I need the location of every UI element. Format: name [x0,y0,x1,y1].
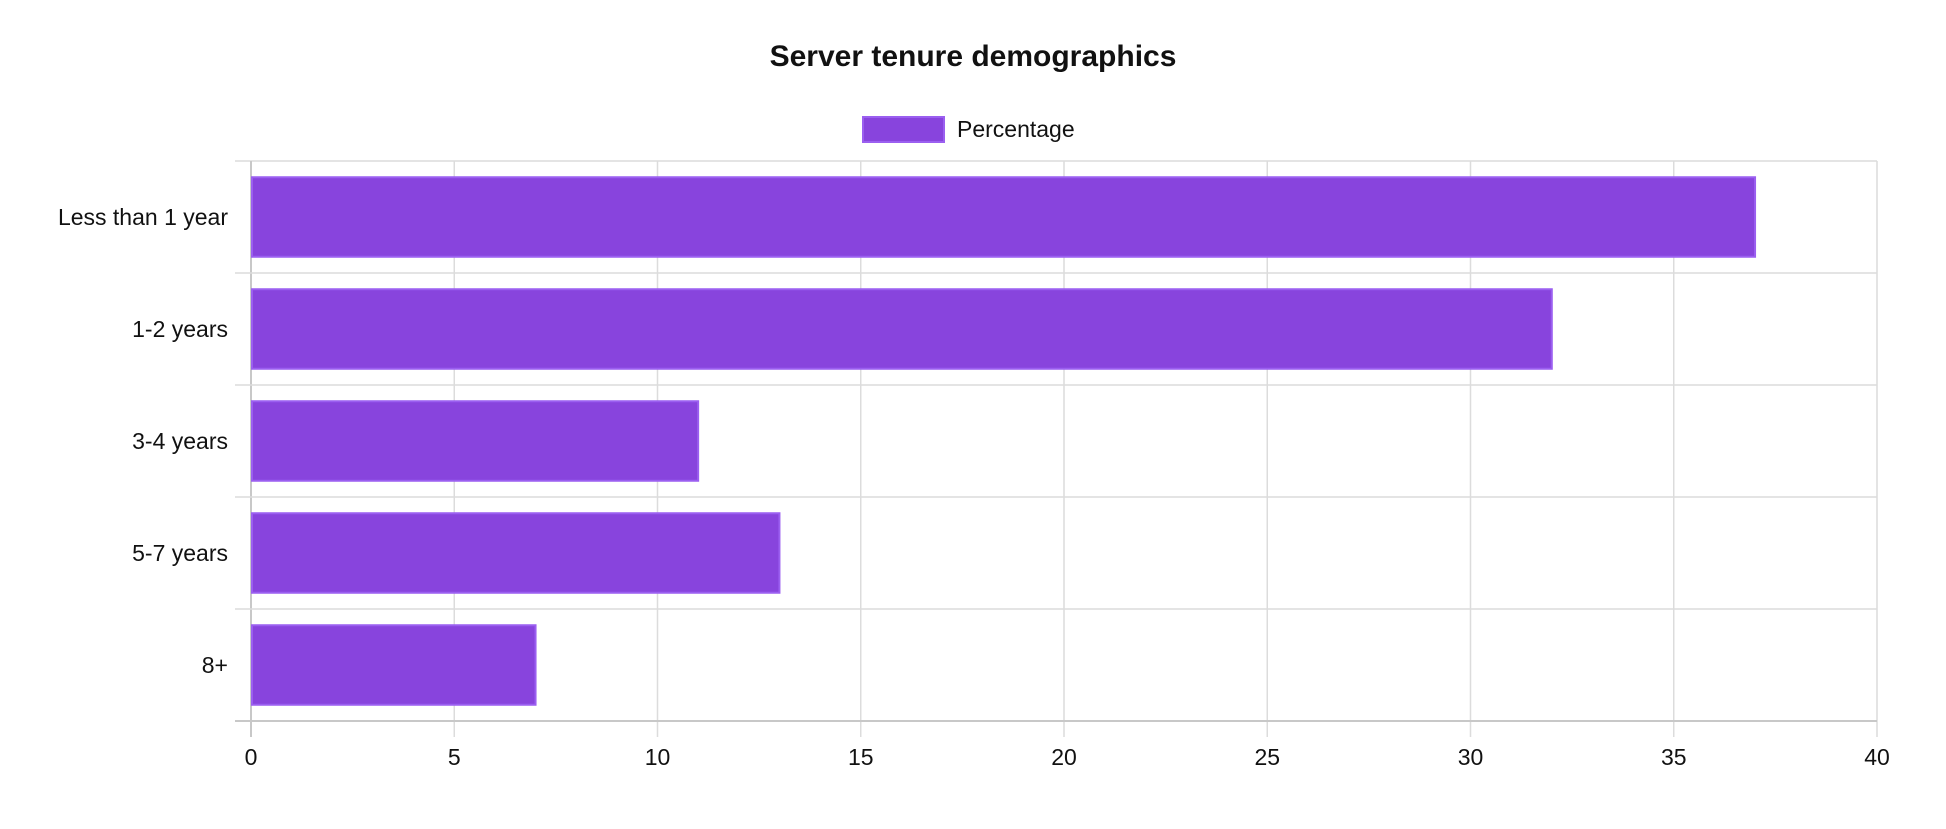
x-tick-label: 10 [645,744,671,770]
bar [251,512,781,594]
bar [251,400,700,482]
bar [251,176,1757,258]
legend: Percentage [862,116,1075,143]
y-tick-label: 1-2 years [132,316,228,342]
x-tick-label: 5 [448,744,461,770]
bar [251,624,537,706]
chart-title: Server tenure demographics [770,40,1177,73]
x-tick-label: 20 [1051,744,1077,770]
x-axis-labels: 0 5 10 15 20 25 30 35 40 [245,744,1890,770]
legend-label: Percentage [957,116,1075,142]
y-tick-label: 5-7 years [132,540,228,566]
x-tick-label: 25 [1254,744,1280,770]
x-tick-label: 30 [1458,744,1484,770]
bar [251,288,1553,370]
x-tick-label: 15 [848,744,874,770]
x-tick-label: 40 [1864,744,1890,770]
y-axis-labels: Less than 1 year 1-2 years 3-4 years 5-7 ye… [58,204,228,678]
legend-swatch [862,116,945,143]
x-tick-label: 35 [1661,744,1687,770]
y-tick-label: Less than 1 year [58,204,228,230]
y-tick-label: 8+ [202,652,228,678]
bars [251,176,1757,706]
x-tick-label: 0 [245,744,258,770]
y-tick-label: 3-4 years [132,428,228,454]
